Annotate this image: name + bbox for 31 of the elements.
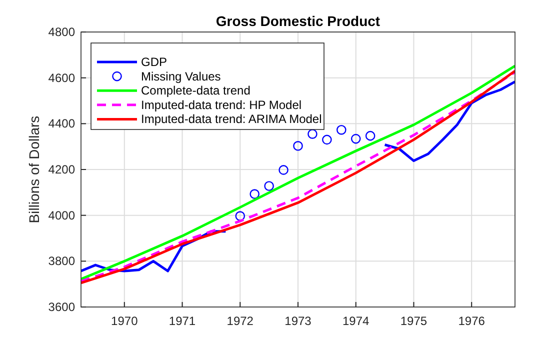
x-tick-label: 1973 bbox=[284, 314, 312, 328]
legend-label: Complete-data trend bbox=[141, 84, 250, 98]
point bbox=[308, 129, 318, 139]
y-tick-label: 4600 bbox=[48, 70, 76, 85]
point bbox=[293, 140, 303, 151]
y-tick-label: 4800 bbox=[48, 25, 76, 39]
x-tick-label: 1975 bbox=[400, 314, 428, 328]
y-tick-label: 3600 bbox=[48, 300, 76, 314]
x-tick-label: 1976 bbox=[458, 314, 486, 328]
y-tick-label: 4000 bbox=[48, 208, 76, 222]
y-tick-label: 3800 bbox=[48, 254, 76, 268]
chart-title: Gross Domestic Product bbox=[216, 13, 380, 29]
point bbox=[322, 134, 332, 145]
y-tick-label: 4200 bbox=[48, 162, 76, 176]
legend-label: Missing Values bbox=[141, 69, 221, 84]
point bbox=[336, 124, 346, 135]
legend-label: Imputed-data trend: HP Model bbox=[141, 98, 302, 112]
point bbox=[264, 181, 274, 191]
x-tick-label: 1970 bbox=[111, 314, 138, 328]
legend-label: Imputed-data trend: ARIMA Model bbox=[141, 112, 322, 126]
point bbox=[350, 134, 361, 144]
x-tick-label: 1974 bbox=[342, 314, 370, 328]
legend-label: GDP bbox=[141, 55, 168, 69]
y-tick-label: 4400 bbox=[48, 116, 76, 131]
x-tick-label: 1972 bbox=[226, 314, 254, 328]
point bbox=[278, 165, 288, 175]
x-tick-label: 1971 bbox=[168, 314, 196, 328]
point bbox=[235, 211, 246, 221]
y-axis-title: Billions of Dollars bbox=[26, 116, 42, 224]
point bbox=[365, 130, 376, 141]
point bbox=[250, 189, 260, 199]
